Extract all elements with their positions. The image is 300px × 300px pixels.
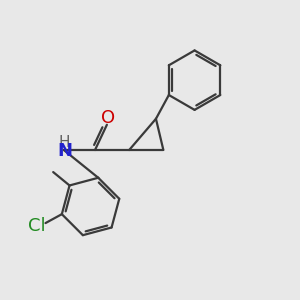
Text: N: N — [57, 142, 72, 160]
Text: Cl: Cl — [28, 217, 45, 235]
Text: H: H — [58, 135, 70, 150]
Text: O: O — [101, 109, 116, 127]
